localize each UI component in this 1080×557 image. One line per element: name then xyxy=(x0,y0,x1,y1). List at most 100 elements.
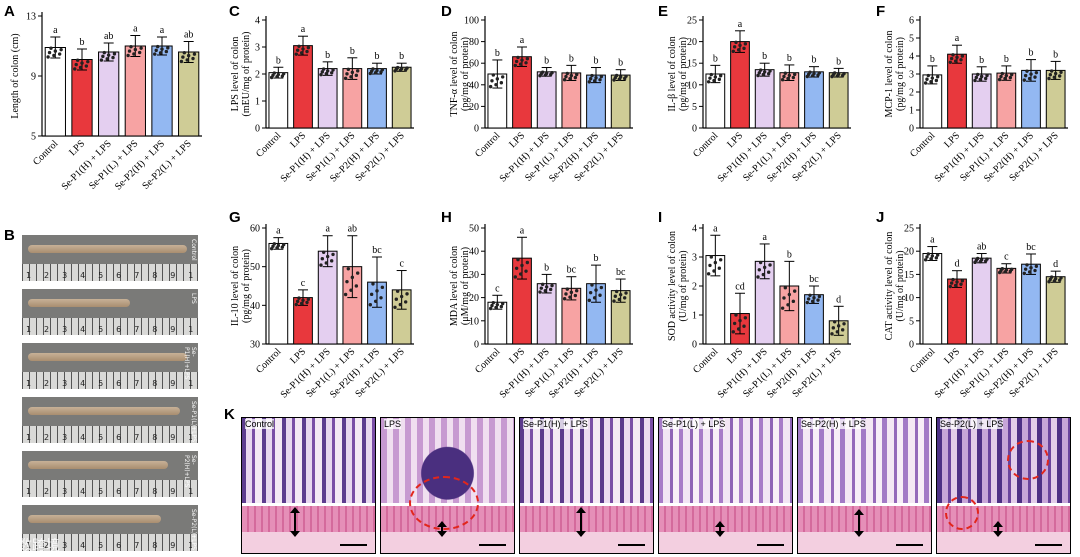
data-point xyxy=(781,306,784,309)
data-point xyxy=(589,291,592,294)
data-point xyxy=(624,75,627,78)
data-point xyxy=(959,283,962,286)
data-point xyxy=(1054,72,1057,75)
data-point xyxy=(837,72,840,75)
data-point xyxy=(156,45,159,48)
bar xyxy=(755,70,774,128)
data-point xyxy=(1001,72,1004,75)
data-point xyxy=(549,288,552,291)
chart-sod: 01234SOD activity level of colon(U/mg of… xyxy=(651,206,866,406)
y-tick-label: 13 xyxy=(26,12,36,23)
significance-letter: a xyxy=(325,224,330,235)
bar xyxy=(99,52,119,136)
plot-area: 01020304050MDA level of colon(μM/mg of p… xyxy=(449,224,633,401)
data-point xyxy=(763,70,766,73)
data-point xyxy=(181,55,184,58)
data-point xyxy=(1035,71,1038,74)
y-axis-label-line: TNF-α level of colon xyxy=(449,32,460,117)
data-point xyxy=(356,271,359,274)
data-point xyxy=(615,74,618,77)
x-tick-label: LPS xyxy=(942,346,962,366)
data-point xyxy=(1058,74,1061,77)
x-tick-label: Control xyxy=(691,346,721,376)
data-point xyxy=(331,253,334,256)
data-point xyxy=(976,257,979,260)
data-point xyxy=(1029,72,1032,75)
significance-letter: a xyxy=(520,225,525,236)
significance-letter: b xyxy=(350,46,355,57)
data-point xyxy=(806,301,809,304)
chart-il10: 30405060IL-10 level of colon(pg/mg of pr… xyxy=(218,206,433,406)
data-point xyxy=(355,284,358,287)
data-point xyxy=(594,288,597,291)
data-point xyxy=(307,298,310,301)
watermark: 大数跨境 xyxy=(4,535,60,555)
bar xyxy=(179,52,199,136)
data-point xyxy=(1003,77,1006,80)
plot-area: 0123456MCP-1 level of colon(pg/mg of pro… xyxy=(884,16,1068,185)
ruler: 1 2 3 4 5 6 7 8 9 10 11 12 13 xyxy=(22,480,198,497)
data-point xyxy=(52,54,55,57)
y-axis-label: CAT activity level of colon(U/mg of prot… xyxy=(884,232,906,341)
significance-letter: b xyxy=(569,53,574,64)
data-point xyxy=(375,69,378,72)
data-point xyxy=(574,294,577,297)
data-point xyxy=(998,78,1001,81)
data-point xyxy=(763,266,766,269)
bar xyxy=(1022,264,1041,344)
data-point xyxy=(160,47,163,50)
significance-letter: ab xyxy=(977,242,986,253)
data-point xyxy=(949,285,952,288)
thickness-arrow xyxy=(858,510,860,536)
data-point xyxy=(1053,76,1056,79)
data-point xyxy=(811,300,814,303)
crypt-layer xyxy=(242,418,375,503)
y-tick-label: 25 xyxy=(687,16,697,27)
data-point xyxy=(1023,78,1026,81)
x-tick-label: LPS xyxy=(725,346,745,366)
data-point xyxy=(1054,277,1057,280)
data-point xyxy=(737,327,740,330)
data-point xyxy=(515,60,518,63)
data-point xyxy=(305,50,308,53)
thickness-arrow xyxy=(580,508,582,536)
inflammation-circle xyxy=(945,496,979,530)
significance-letter: b xyxy=(80,37,85,48)
data-point xyxy=(490,304,493,307)
y-axis-label-line: IL-10 level of colon xyxy=(230,246,241,326)
data-point xyxy=(514,275,517,278)
y-tick-label: 50 xyxy=(469,224,479,235)
data-point xyxy=(490,79,493,82)
data-point xyxy=(300,51,303,54)
significance-letter: bc xyxy=(809,274,819,285)
significance-letter: b xyxy=(930,54,935,65)
data-point xyxy=(935,79,938,82)
data-point xyxy=(370,293,373,296)
submucosa-layer xyxy=(937,532,1070,553)
data-point xyxy=(732,50,735,53)
data-point xyxy=(563,78,566,81)
y-tick-label: 0 xyxy=(909,124,914,135)
data-point xyxy=(351,71,354,74)
bar xyxy=(513,57,532,128)
data-point xyxy=(166,46,169,49)
y-tick-label: 9 xyxy=(31,72,36,83)
data-point xyxy=(733,45,736,48)
bar xyxy=(997,268,1016,344)
data-point xyxy=(600,75,603,78)
data-point xyxy=(984,77,987,80)
data-point xyxy=(520,58,523,61)
y-tick-label: 0 xyxy=(909,340,914,351)
significance-letter: b xyxy=(495,48,500,59)
x-tick-label: Control xyxy=(254,346,284,376)
histology-image: Se-P2(L) + LPS xyxy=(936,417,1071,554)
histology-image: Se-P1(L) + LPS xyxy=(658,417,793,554)
data-point xyxy=(76,59,79,62)
data-point xyxy=(296,300,299,303)
x-tick-label: Se-P2(L) + LPS xyxy=(140,138,193,191)
data-point xyxy=(321,257,324,260)
data-point xyxy=(612,299,615,302)
data-point xyxy=(950,281,953,284)
data-point xyxy=(566,72,569,75)
ruler: 1 2 3 4 5 6 7 8 9 10 11 12 13 xyxy=(22,264,198,281)
